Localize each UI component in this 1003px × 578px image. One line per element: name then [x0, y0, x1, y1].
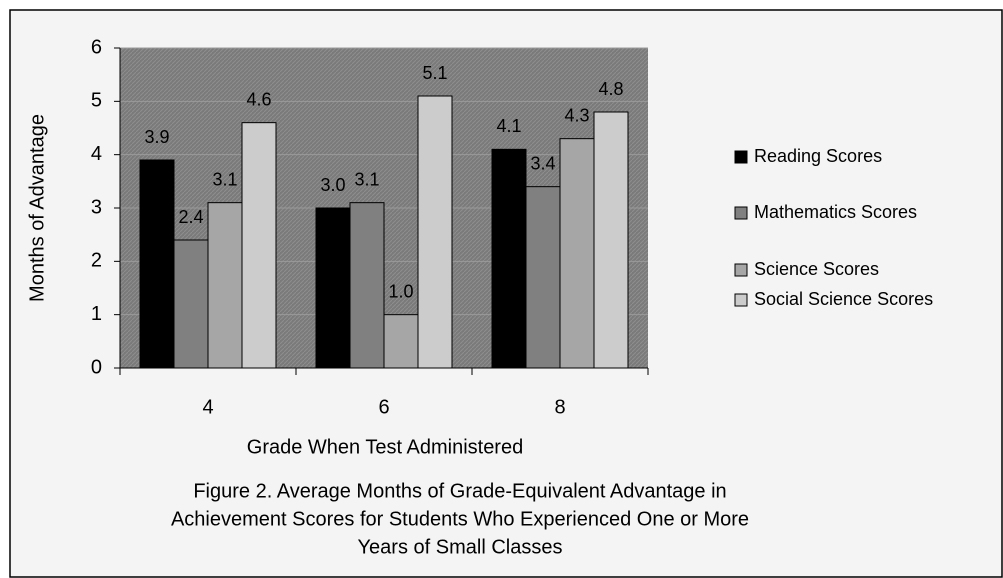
legend-swatch — [734, 263, 748, 277]
value-label: 4.8 — [598, 79, 623, 99]
value-label: 3.9 — [144, 127, 169, 147]
bar — [383, 314, 419, 369]
bar — [593, 111, 629, 369]
legend-label: Mathematics Scores — [754, 202, 917, 222]
bar — [559, 138, 595, 369]
bar — [417, 95, 453, 369]
bar — [349, 202, 385, 369]
value-label: 2.4 — [178, 207, 203, 227]
legend-swatch — [734, 206, 748, 220]
caption: Figure 2. Average Months of Grade-Equiva… — [193, 480, 726, 502]
legend-label: Social Science Scores — [754, 289, 933, 309]
value-label: 4.1 — [496, 116, 521, 136]
value-label: 3.1 — [212, 169, 237, 189]
bar — [207, 202, 243, 369]
y-tick-label: 4 — [91, 143, 102, 165]
y-tick-label: 5 — [91, 90, 102, 112]
bar — [315, 207, 351, 369]
bar — [525, 186, 561, 369]
value-label: 4.3 — [564, 105, 589, 125]
y-tick-label: 0 — [91, 356, 102, 378]
x-tick-label: 8 — [554, 396, 565, 418]
value-label: 4.6 — [246, 89, 271, 109]
value-label: 3.4 — [530, 153, 555, 173]
value-label: 3.1 — [354, 169, 379, 189]
y-tick-label: 6 — [91, 36, 102, 58]
legend-label: Reading Scores — [754, 146, 882, 166]
y-tick-label: 1 — [91, 303, 102, 325]
y-tick-label: 2 — [91, 250, 102, 272]
legend-swatch — [734, 150, 748, 164]
caption: Achievement Scores for Students Who Expe… — [171, 508, 749, 530]
caption: Years of Small Classes — [358, 536, 563, 558]
bar — [139, 159, 175, 369]
y-axis-label: Months of Advantage — [26, 114, 48, 302]
legend-swatch — [734, 293, 748, 307]
bar — [241, 122, 277, 369]
x-tick-label: 4 — [202, 396, 213, 418]
value-label: 3.0 — [320, 175, 345, 195]
value-label: 1.0 — [388, 281, 413, 301]
x-tick-label: 6 — [378, 396, 389, 418]
bar — [491, 148, 527, 369]
y-tick-label: 3 — [91, 196, 102, 218]
x-axis-label: Grade When Test Administered — [247, 436, 523, 458]
value-label: 5.1 — [422, 63, 447, 83]
bar — [173, 239, 209, 369]
legend-label: Science Scores — [754, 259, 879, 279]
